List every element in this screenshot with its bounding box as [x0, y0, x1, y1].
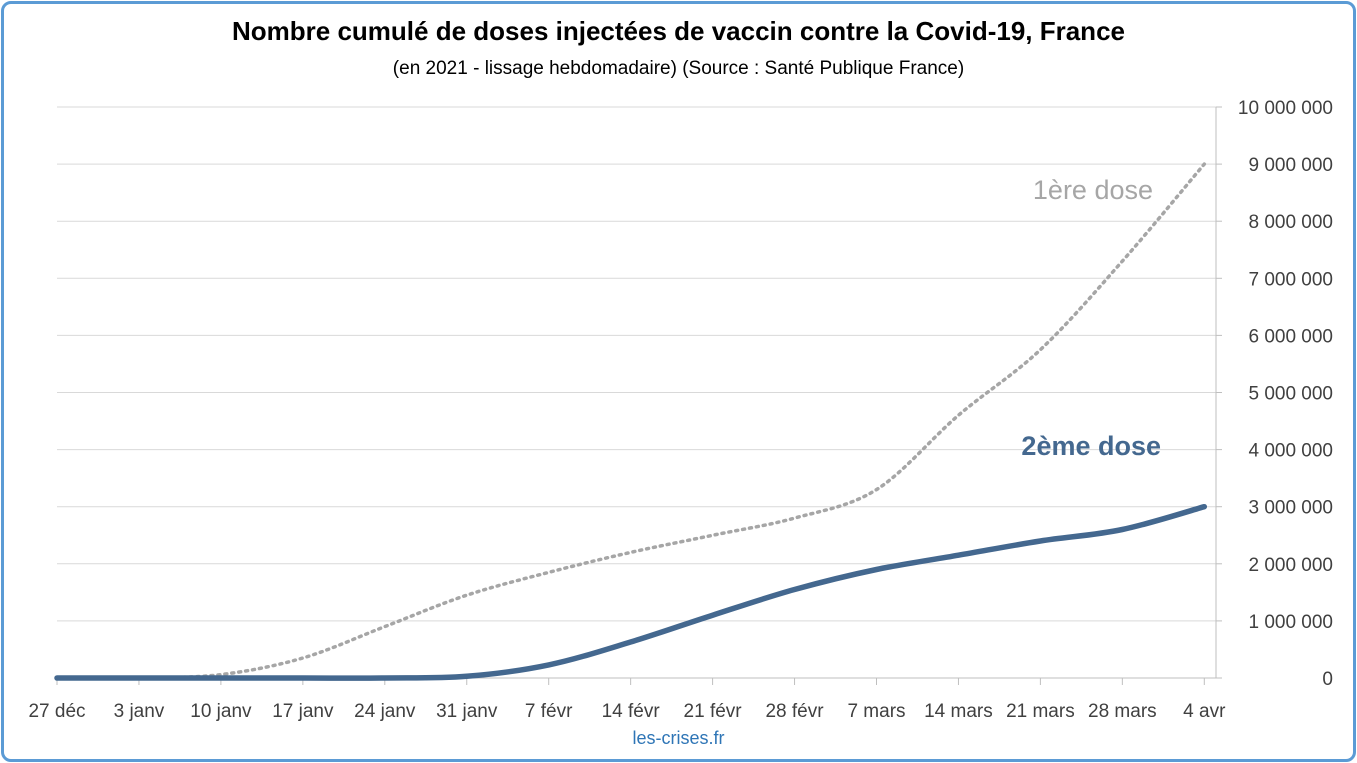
x-tick-label: 28 mars: [1088, 701, 1157, 722]
chart-subtitle: (en 2021 - lissage hebdomadaire) (Source…: [392, 58, 965, 79]
source-credit: les-crises.fr: [632, 728, 725, 748]
x-tick-label: 28 févr: [765, 701, 824, 722]
y-tick-label: 3 000 000: [1248, 498, 1333, 519]
series-line-dose1: [55, 162, 1207, 681]
x-tick-label: 4 avr: [1183, 701, 1226, 722]
y-tick-label: 8 000 000: [1248, 212, 1333, 233]
y-tick-label: 6 000 000: [1248, 326, 1333, 347]
x-tick-label: 14 févr: [602, 701, 661, 722]
x-tick-label: 17 janv: [272, 701, 334, 722]
y-tick-label: 4 000 000: [1248, 441, 1333, 462]
x-tick-label: 3 janv: [114, 701, 165, 722]
series-line-dose2: [54, 503, 1208, 681]
y-tick-label: 5 000 000: [1248, 384, 1333, 405]
x-tick-label: 21 févr: [684, 701, 743, 722]
x-tick-label: 14 mars: [924, 701, 993, 722]
y-tick-label: 10 000 000: [1238, 98, 1333, 119]
y-tick-label: 9 000 000: [1248, 155, 1333, 176]
y-tick-label: 0: [1322, 669, 1333, 690]
x-tick-label: 21 mars: [1006, 701, 1075, 722]
y-tick-label: 1 000 000: [1248, 612, 1333, 633]
x-tick-label: 7 mars: [847, 701, 905, 722]
series-label-dose1: 1ère dose: [1033, 175, 1153, 205]
x-tick-label: 10 janv: [190, 701, 252, 722]
y-tick-label: 2 000 000: [1248, 555, 1333, 576]
x-tick-label: 7 févr: [525, 701, 573, 722]
y-tick-label: 7 000 000: [1248, 269, 1333, 290]
x-tick-label: 24 janv: [354, 701, 416, 722]
x-tick-label: 31 janv: [436, 701, 498, 722]
chart-title: Nombre cumulé de doses injectées de vacc…: [232, 16, 1125, 46]
x-tick-label: 27 déc: [28, 701, 85, 722]
series-label-dose2: 2ème dose: [1021, 431, 1161, 461]
